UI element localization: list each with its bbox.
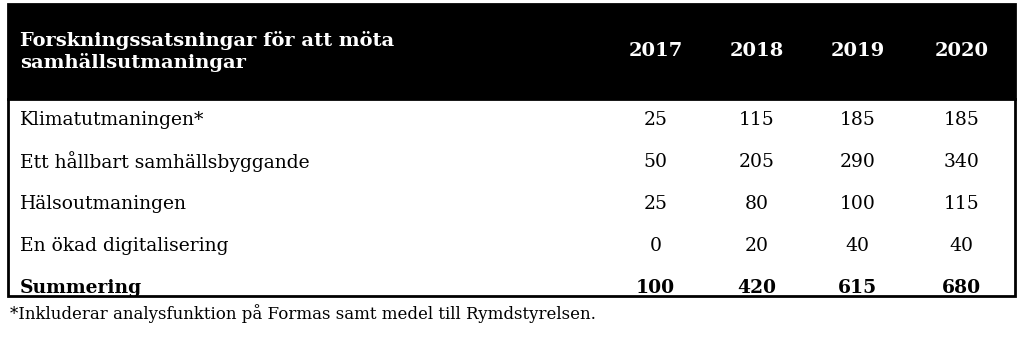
Text: Hälsoutmaningen: Hälsoutmaningen bbox=[20, 195, 187, 213]
Text: Summering: Summering bbox=[20, 279, 142, 297]
Text: 340: 340 bbox=[943, 153, 979, 171]
Text: 205: 205 bbox=[739, 153, 774, 171]
Text: 115: 115 bbox=[739, 111, 774, 129]
Bar bbox=[8, 4, 1015, 99]
Text: 420: 420 bbox=[737, 279, 776, 297]
Text: 50: 50 bbox=[643, 153, 667, 171]
Text: 680: 680 bbox=[942, 279, 981, 297]
Text: 2018: 2018 bbox=[729, 42, 784, 60]
Text: 40: 40 bbox=[845, 237, 870, 255]
Text: 25: 25 bbox=[643, 111, 667, 129]
Text: 290: 290 bbox=[840, 153, 876, 171]
Text: 40: 40 bbox=[949, 237, 974, 255]
Text: 185: 185 bbox=[943, 111, 979, 129]
Text: 0: 0 bbox=[650, 237, 662, 255]
Text: 115: 115 bbox=[943, 195, 979, 213]
Bar bbox=[8, 4, 1015, 296]
Text: 2019: 2019 bbox=[831, 42, 885, 60]
Text: *Inkluderar analysfunktion på Formas samt medel till Rymdstyrelsen.: *Inkluderar analysfunktion på Formas sam… bbox=[10, 304, 595, 323]
Text: Klimatutmaningen*: Klimatutmaningen* bbox=[20, 111, 205, 129]
Text: Forskningssatsningar för att möta
samhällsutmaningar: Forskningssatsningar för att möta samhäl… bbox=[20, 31, 394, 72]
Text: 100: 100 bbox=[636, 279, 675, 297]
Text: 185: 185 bbox=[840, 111, 876, 129]
Text: 2017: 2017 bbox=[628, 42, 682, 60]
Text: 100: 100 bbox=[840, 195, 876, 213]
Text: 20: 20 bbox=[745, 237, 768, 255]
Text: 615: 615 bbox=[838, 279, 877, 297]
Text: 80: 80 bbox=[745, 195, 768, 213]
Text: 25: 25 bbox=[643, 195, 667, 213]
Text: Ett hållbart samhällsbyggande: Ett hållbart samhällsbyggande bbox=[20, 152, 310, 172]
Text: En ökad digitalisering: En ökad digitalisering bbox=[20, 237, 228, 255]
Text: 2020: 2020 bbox=[934, 42, 988, 60]
